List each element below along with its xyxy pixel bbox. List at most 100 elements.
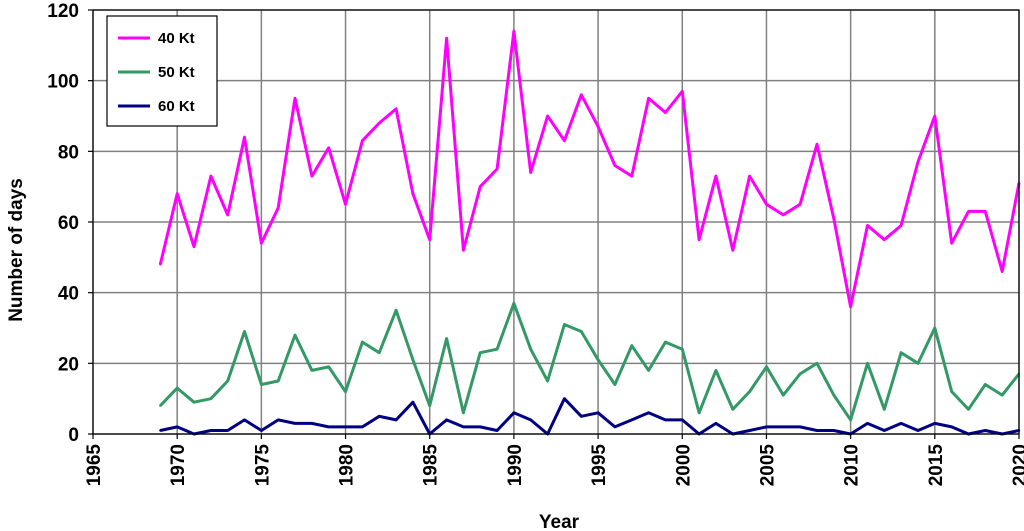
data-point-40-kt — [411, 192, 415, 195]
data-point-50-kt — [546, 379, 549, 383]
data-point-50-kt — [563, 323, 566, 326]
data-point-40-kt — [664, 111, 667, 114]
data-point-40-kt — [613, 164, 617, 167]
data-point-40-kt — [866, 224, 869, 227]
data-point-50-kt — [310, 369, 314, 372]
series-line-50-kt — [159, 301, 1021, 422]
x-tick-label: 1980 — [337, 444, 358, 486]
data-point-40-kt — [714, 174, 718, 178]
data-point-40-kt — [748, 174, 751, 178]
data-point-50-kt — [175, 386, 179, 390]
data-point-40-kt — [916, 160, 920, 164]
data-point-60-kt — [495, 429, 499, 432]
data-point-50-kt — [394, 309, 398, 312]
data-point-40-kt — [950, 242, 953, 245]
data-point-60-kt — [243, 418, 246, 422]
data-point-50-kt — [378, 351, 381, 354]
x-tick-label: 2005 — [757, 444, 778, 487]
data-point-50-kt — [580, 330, 583, 333]
data-point-50-kt — [293, 333, 297, 337]
data-point-40-kt — [243, 136, 246, 139]
data-point-40-kt — [361, 139, 364, 142]
data-point-40-kt — [192, 245, 196, 248]
data-point-40-kt — [260, 242, 263, 245]
data-point-40-kt — [1000, 270, 1004, 273]
data-point-50-kt — [933, 326, 937, 330]
data-point-60-kt — [479, 425, 482, 429]
data-point-60-kt — [529, 418, 532, 422]
data-point-60-kt — [277, 418, 280, 422]
data-point-50-kt — [428, 404, 431, 407]
data-point-60-kt — [714, 422, 718, 425]
data-point-40-kt — [378, 121, 381, 125]
data-point-60-kt — [563, 397, 566, 400]
data-point-50-kt — [664, 340, 667, 344]
data-point-60-kt — [293, 422, 297, 425]
data-point-60-kt — [681, 418, 684, 422]
x-axis-ticks: 1965 1970 1975 1980 1985 1990 1995 2000 2005 2010… — [84, 434, 1024, 486]
data-point-60-kt — [984, 429, 987, 432]
data-point-50-kt — [967, 408, 970, 411]
y-axis-title: Number of days — [6, 178, 27, 322]
data-point-50-kt — [327, 365, 330, 369]
data-point-60-kt — [310, 422, 314, 425]
data-point-40-kt — [529, 171, 532, 174]
legend-label-60-kt: 60 Kt — [158, 98, 195, 115]
data-point-40-kt — [394, 107, 398, 111]
legend: 40 Kt 50 Kt 60 Kt — [106, 15, 218, 127]
x-tick-label: 1970 — [168, 444, 189, 486]
data-point-40-kt — [293, 97, 297, 100]
data-point-50-kt — [899, 351, 903, 354]
data-point-40-kt — [765, 203, 768, 206]
data-point-40-kt — [428, 238, 431, 241]
data-point-50-kt — [782, 393, 785, 397]
data-point-50-kt — [479, 351, 482, 354]
data-point-40-kt — [226, 213, 229, 217]
data-point-60-kt — [798, 425, 802, 429]
data-point-40-kt — [310, 174, 314, 178]
data-point-50-kt — [916, 362, 920, 365]
y-tick-label: 120 — [47, 1, 79, 22]
data-point-50-kt — [798, 372, 802, 376]
data-point-50-kt — [596, 358, 600, 361]
data-point-50-kt — [159, 404, 162, 407]
data-point-40-kt — [546, 114, 549, 118]
data-point-40-kt — [849, 305, 852, 308]
data-point-50-kt — [462, 411, 465, 414]
y-tick-label: 80 — [58, 142, 79, 163]
data-point-50-kt — [731, 408, 734, 411]
data-point-60-kt — [596, 411, 600, 414]
data-point-60-kt — [647, 411, 650, 414]
data-point-50-kt — [630, 344, 633, 347]
data-point-50-kt — [815, 362, 819, 365]
data-point-50-kt — [1000, 393, 1004, 397]
data-point-50-kt — [361, 340, 364, 344]
data-point-60-kt — [765, 425, 768, 429]
data-point-40-kt — [462, 249, 465, 252]
data-point-50-kt — [697, 411, 701, 414]
x-tick-label: 2000 — [673, 444, 694, 486]
data-point-40-kt — [798, 203, 802, 206]
data-point-50-kt — [344, 390, 347, 393]
data-point-40-kt — [512, 30, 516, 33]
y-axis-ticks: 0 20 40 60 80 100 120 — [47, 1, 93, 446]
data-point-50-kt — [411, 358, 415, 361]
data-point-50-kt — [495, 348, 499, 351]
x-tick-label: 2010 — [842, 444, 863, 486]
x-tick-label: 1985 — [421, 444, 442, 487]
data-point-60-kt — [630, 418, 633, 422]
data-point-60-kt — [361, 425, 364, 429]
x-tick-label: 2015 — [926, 444, 947, 487]
data-point-60-kt — [782, 425, 785, 429]
data-point-60-kt — [462, 425, 465, 429]
y-tick-label: 60 — [58, 213, 79, 234]
data-point-50-kt — [226, 379, 229, 383]
data-point-60-kt — [411, 401, 415, 404]
legend-label-40-kt: 40 Kt — [158, 30, 195, 47]
data-point-40-kt — [495, 167, 499, 171]
data-point-40-kt — [681, 90, 684, 93]
data-point-50-kt — [512, 302, 516, 305]
data-point-60-kt — [209, 429, 213, 432]
data-point-50-kt — [529, 348, 532, 351]
